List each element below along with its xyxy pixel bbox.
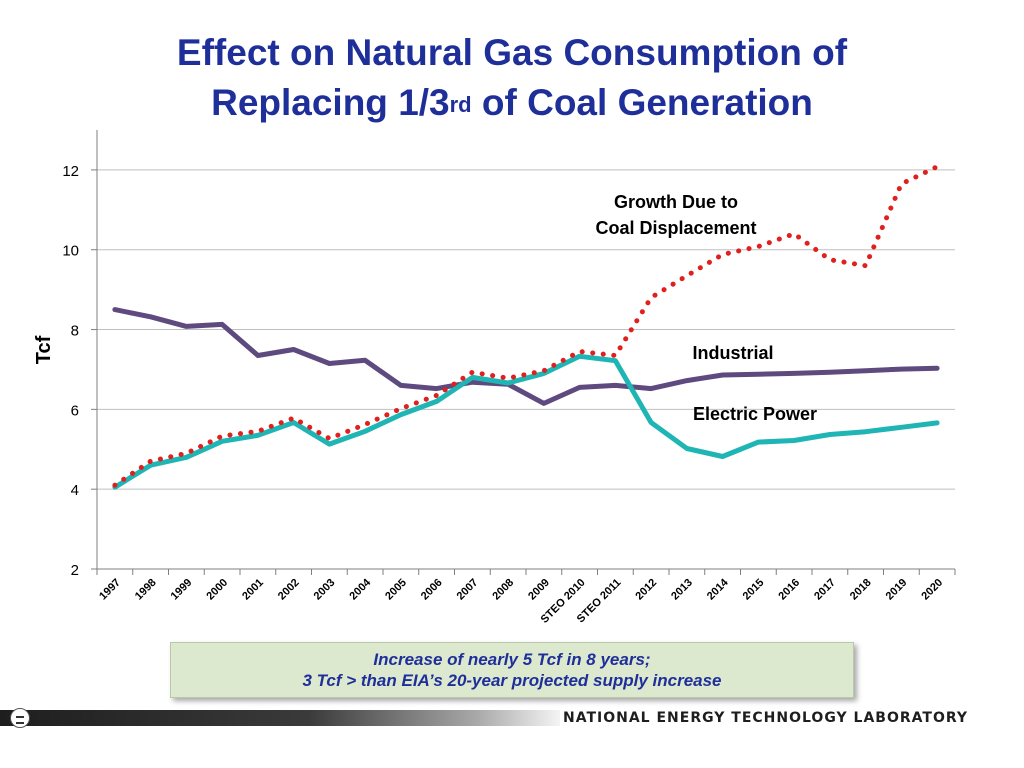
x-tick-label: 2017 [812, 577, 838, 603]
series-line-growth-due-to-coal-displacement [112, 164, 940, 488]
annotation-electric-power: Electric Power [693, 404, 817, 424]
x-tick-label: 2002 [276, 577, 302, 603]
x-tick-label: 2009 [526, 577, 552, 603]
x-tick-label: 2005 [383, 577, 409, 603]
x-tick-label: 2016 [776, 577, 802, 603]
title-line-2-superscript: rd [449, 92, 472, 117]
annotation-growth-line-1: Growth Due to [614, 192, 738, 212]
x-tick-label: 2001 [240, 577, 266, 603]
y-tick-label: 10 [62, 243, 79, 260]
x-tick-label: 2013 [669, 577, 695, 603]
line-chart: 2 4 6 8 10 12 1997 1998 1999 2000 2001 2002 2003 2004… [33, 130, 956, 626]
y-tick-label: 6 [71, 402, 79, 419]
slide-title: Effect on Natural Gas Consumption of Rep… [0, 28, 1024, 128]
footer-bar [0, 710, 560, 726]
x-tick-label: 2012 [633, 577, 659, 603]
y-axis-label: Tcf [33, 335, 55, 364]
organization-name: NATIONAL ENERGY TECHNOLOGY LABORATORY [563, 710, 968, 726]
x-tick-label: 2003 [312, 577, 338, 603]
x-tick-label: 2008 [490, 577, 516, 603]
x-tick-label: 2015 [741, 577, 767, 603]
y-tick-label: 12 [62, 163, 79, 180]
title-line-1: Effect on Natural Gas Consumption of [176, 32, 848, 73]
x-tick-label: 1997 [97, 577, 123, 603]
x-tick-label: 2019 [884, 577, 910, 603]
series-line-electric-power [112, 353, 940, 490]
x-tick-label: 1998 [133, 577, 159, 603]
x-tick-label: 2020 [919, 577, 945, 603]
callout-box: Increase of nearly 5 Tcf in 8 years; 3 T… [170, 642, 854, 698]
y-tick-label: 4 [71, 482, 79, 499]
x-tick-label: 2004 [347, 576, 373, 602]
x-tick-label: 2006 [419, 577, 445, 603]
callout-line-1: Increase of nearly 5 Tcf in 8 years; [373, 650, 651, 669]
x-tick-label: 1999 [169, 577, 195, 603]
y-tick-label: 2 [71, 562, 79, 579]
annotation-industrial: Industrial [692, 343, 773, 363]
title-line-2: Replacing 1/3rd of Coal Generation [0, 78, 1024, 128]
x-tick-label: 2018 [848, 577, 874, 603]
annotation-growth-line-2: Coal Displacement [595, 218, 756, 238]
title-line-2-post: of Coal Generation [471, 82, 813, 123]
x-tick-label: 2014 [705, 576, 731, 602]
callout-line-2: 3 Tcf > than EIA’s 20-year projected sup… [302, 671, 722, 690]
x-tick-label: 2007 [455, 577, 481, 603]
netl-logo-icon [10, 708, 30, 728]
y-tick-label: 8 [71, 323, 79, 340]
title-line-2-pre: Replacing 1/3 [211, 82, 450, 123]
series-line-industrial [112, 307, 940, 406]
x-tick-label: 2000 [204, 577, 230, 603]
